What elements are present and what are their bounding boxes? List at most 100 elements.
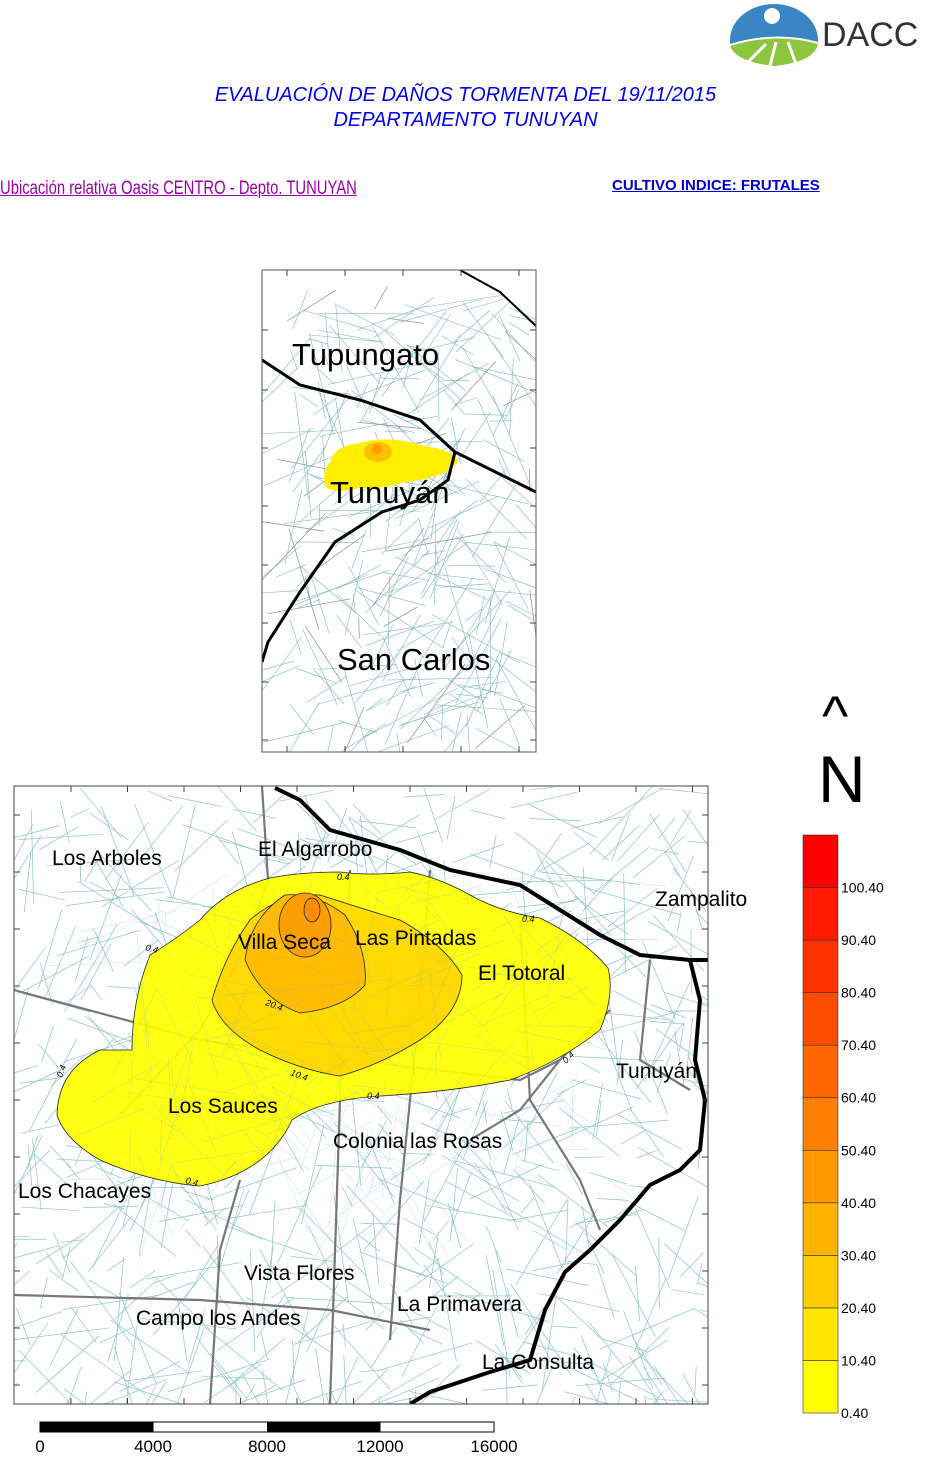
road-line	[302, 309, 377, 333]
road-line	[401, 701, 480, 725]
road-line	[330, 1060, 343, 1126]
road-line	[362, 1120, 387, 1167]
road-line	[474, 366, 536, 381]
main-ticks	[14, 786, 708, 1404]
road-line	[68, 1177, 143, 1181]
road-line	[474, 705, 526, 750]
road-line	[62, 1207, 118, 1260]
road-line	[481, 1384, 538, 1391]
road-line	[611, 813, 631, 861]
road-line	[222, 988, 249, 1057]
road-line	[205, 915, 218, 949]
road-line	[304, 625, 343, 683]
road-line	[401, 1306, 438, 1377]
road-line	[482, 1101, 488, 1124]
road-line	[297, 1296, 349, 1343]
road-line	[152, 1255, 219, 1336]
road-line	[599, 904, 658, 938]
road-line	[658, 817, 676, 839]
road-line	[423, 1264, 461, 1315]
road-line	[652, 914, 705, 972]
road-line	[327, 808, 348, 863]
road-line	[137, 1156, 173, 1237]
road-line	[358, 883, 391, 910]
road-line	[469, 1163, 544, 1200]
road-line	[428, 1241, 444, 1277]
road-line	[383, 1154, 432, 1250]
road-line	[315, 1347, 325, 1404]
road-line	[296, 668, 336, 683]
road-line	[23, 852, 32, 913]
road-line	[377, 725, 450, 752]
road-line	[372, 624, 394, 665]
road-line	[332, 528, 354, 536]
road-line	[160, 1181, 168, 1206]
road-line	[409, 1014, 415, 1077]
road-line	[537, 843, 590, 873]
road-line	[567, 1094, 577, 1125]
road-line	[262, 660, 294, 671]
road-line	[490, 1127, 523, 1161]
road-line	[636, 1149, 658, 1159]
road-line	[570, 1215, 594, 1228]
road-line	[48, 961, 147, 966]
road-line	[401, 1080, 411, 1143]
road-line	[503, 390, 534, 407]
road-line	[446, 589, 512, 660]
road-line	[507, 1287, 513, 1311]
road-line	[131, 860, 179, 889]
road-line	[14, 823, 34, 862]
road-line	[416, 314, 451, 367]
road-line	[246, 1296, 332, 1353]
road-line	[434, 940, 504, 965]
road-line	[329, 897, 358, 957]
road-line	[472, 684, 536, 709]
road-line	[362, 420, 415, 433]
dacc-logo	[726, 2, 822, 67]
road-line	[152, 873, 228, 925]
road-line	[635, 1208, 671, 1288]
road-line	[28, 1038, 78, 1132]
road-line	[556, 1106, 634, 1143]
road-line	[494, 621, 508, 697]
road-line	[387, 317, 424, 324]
road-line	[267, 598, 351, 615]
road-line	[686, 1018, 693, 1068]
road-line	[277, 1166, 322, 1264]
road-line	[377, 1178, 458, 1211]
road-line	[687, 841, 708, 844]
road-line	[436, 704, 536, 712]
place-label: Villa Seca	[238, 931, 331, 954]
road-line	[585, 887, 681, 916]
road-line	[691, 892, 703, 931]
road-line	[151, 1281, 195, 1299]
road-line	[457, 529, 503, 606]
road-line	[77, 880, 164, 935]
road-line	[262, 665, 299, 683]
road-line	[696, 1262, 703, 1285]
road-line	[212, 887, 217, 924]
road-line	[260, 1332, 268, 1360]
road-line	[354, 1007, 398, 1068]
road-line	[447, 1203, 462, 1248]
road-line	[318, 505, 320, 527]
road-line	[470, 599, 503, 665]
road-line	[235, 1378, 237, 1404]
road-line	[297, 599, 321, 608]
road-line	[585, 1359, 660, 1399]
road-line	[500, 1110, 514, 1151]
road-line	[453, 309, 491, 343]
road-line	[62, 1246, 71, 1279]
road-line	[429, 521, 460, 599]
road-line	[456, 1107, 563, 1128]
road-line	[412, 890, 437, 920]
road-line	[510, 791, 578, 809]
road-line	[399, 298, 482, 323]
road-line	[455, 619, 502, 704]
road-line	[397, 903, 404, 938]
road-line	[532, 1229, 567, 1250]
road-line	[78, 936, 100, 944]
road-line	[262, 636, 303, 692]
road-line	[143, 805, 184, 856]
road-line	[304, 794, 328, 856]
